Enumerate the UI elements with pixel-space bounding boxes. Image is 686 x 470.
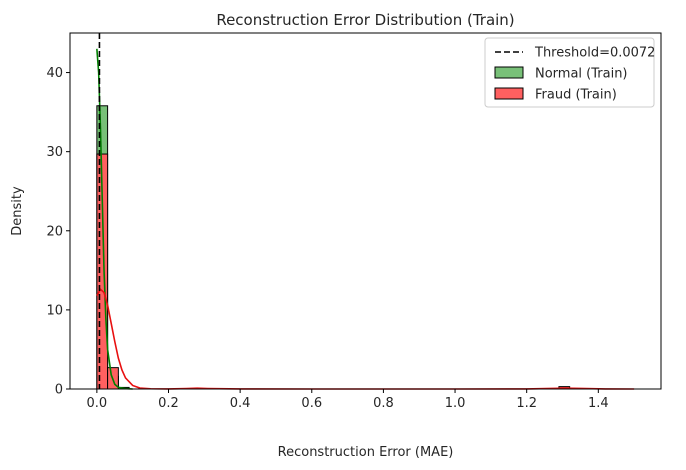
y-tick-label: 40 (46, 66, 63, 81)
x-tick-label: 0.8 (373, 396, 394, 411)
legend-swatch-series-2 (494, 87, 524, 100)
plot-area (69, 32, 662, 390)
x-tick-label: 0.2 (158, 396, 179, 411)
y-tick-label: 30 (46, 145, 63, 160)
x-tick-label: 1.4 (588, 396, 609, 411)
x-tick-label: 1.0 (445, 396, 466, 411)
x-axis: 0.0 0.2 0.4 0.6 0.8 1.0 1.2 1.4 (87, 389, 609, 411)
x-axis-label: Reconstruction Error (MAE) (278, 445, 454, 460)
chart-title: Reconstruction Error Distribution (Train… (216, 11, 514, 29)
y-tick-label: 10 (46, 303, 63, 318)
y-axis: 0 10 20 30 40 (46, 66, 70, 398)
legend-label-series-1: Normal (Train) (535, 67, 628, 82)
legend-swatch-series-1 (494, 66, 524, 79)
legend-threshold-label: Threshold=0.0072 (534, 46, 655, 61)
kde-line-series-2 (96, 288, 635, 390)
axes-frame (69, 32, 662, 390)
legend-box (484, 37, 655, 108)
x-tick-label: 0.6 (301, 396, 322, 411)
x-tick-label: 1.2 (516, 396, 537, 411)
legend-label-series-2: Fraud (Train) (535, 88, 617, 103)
y-axis-label: Density (10, 186, 25, 236)
y-tick-label: 0 (55, 383, 63, 398)
x-tick-label: 0.4 (230, 396, 251, 411)
legend: Threshold=0.0072 Normal (Train) Fraud (Tra… (484, 37, 655, 108)
y-tick-label: 20 (46, 224, 63, 239)
x-tick-label: 0.0 (87, 396, 108, 411)
